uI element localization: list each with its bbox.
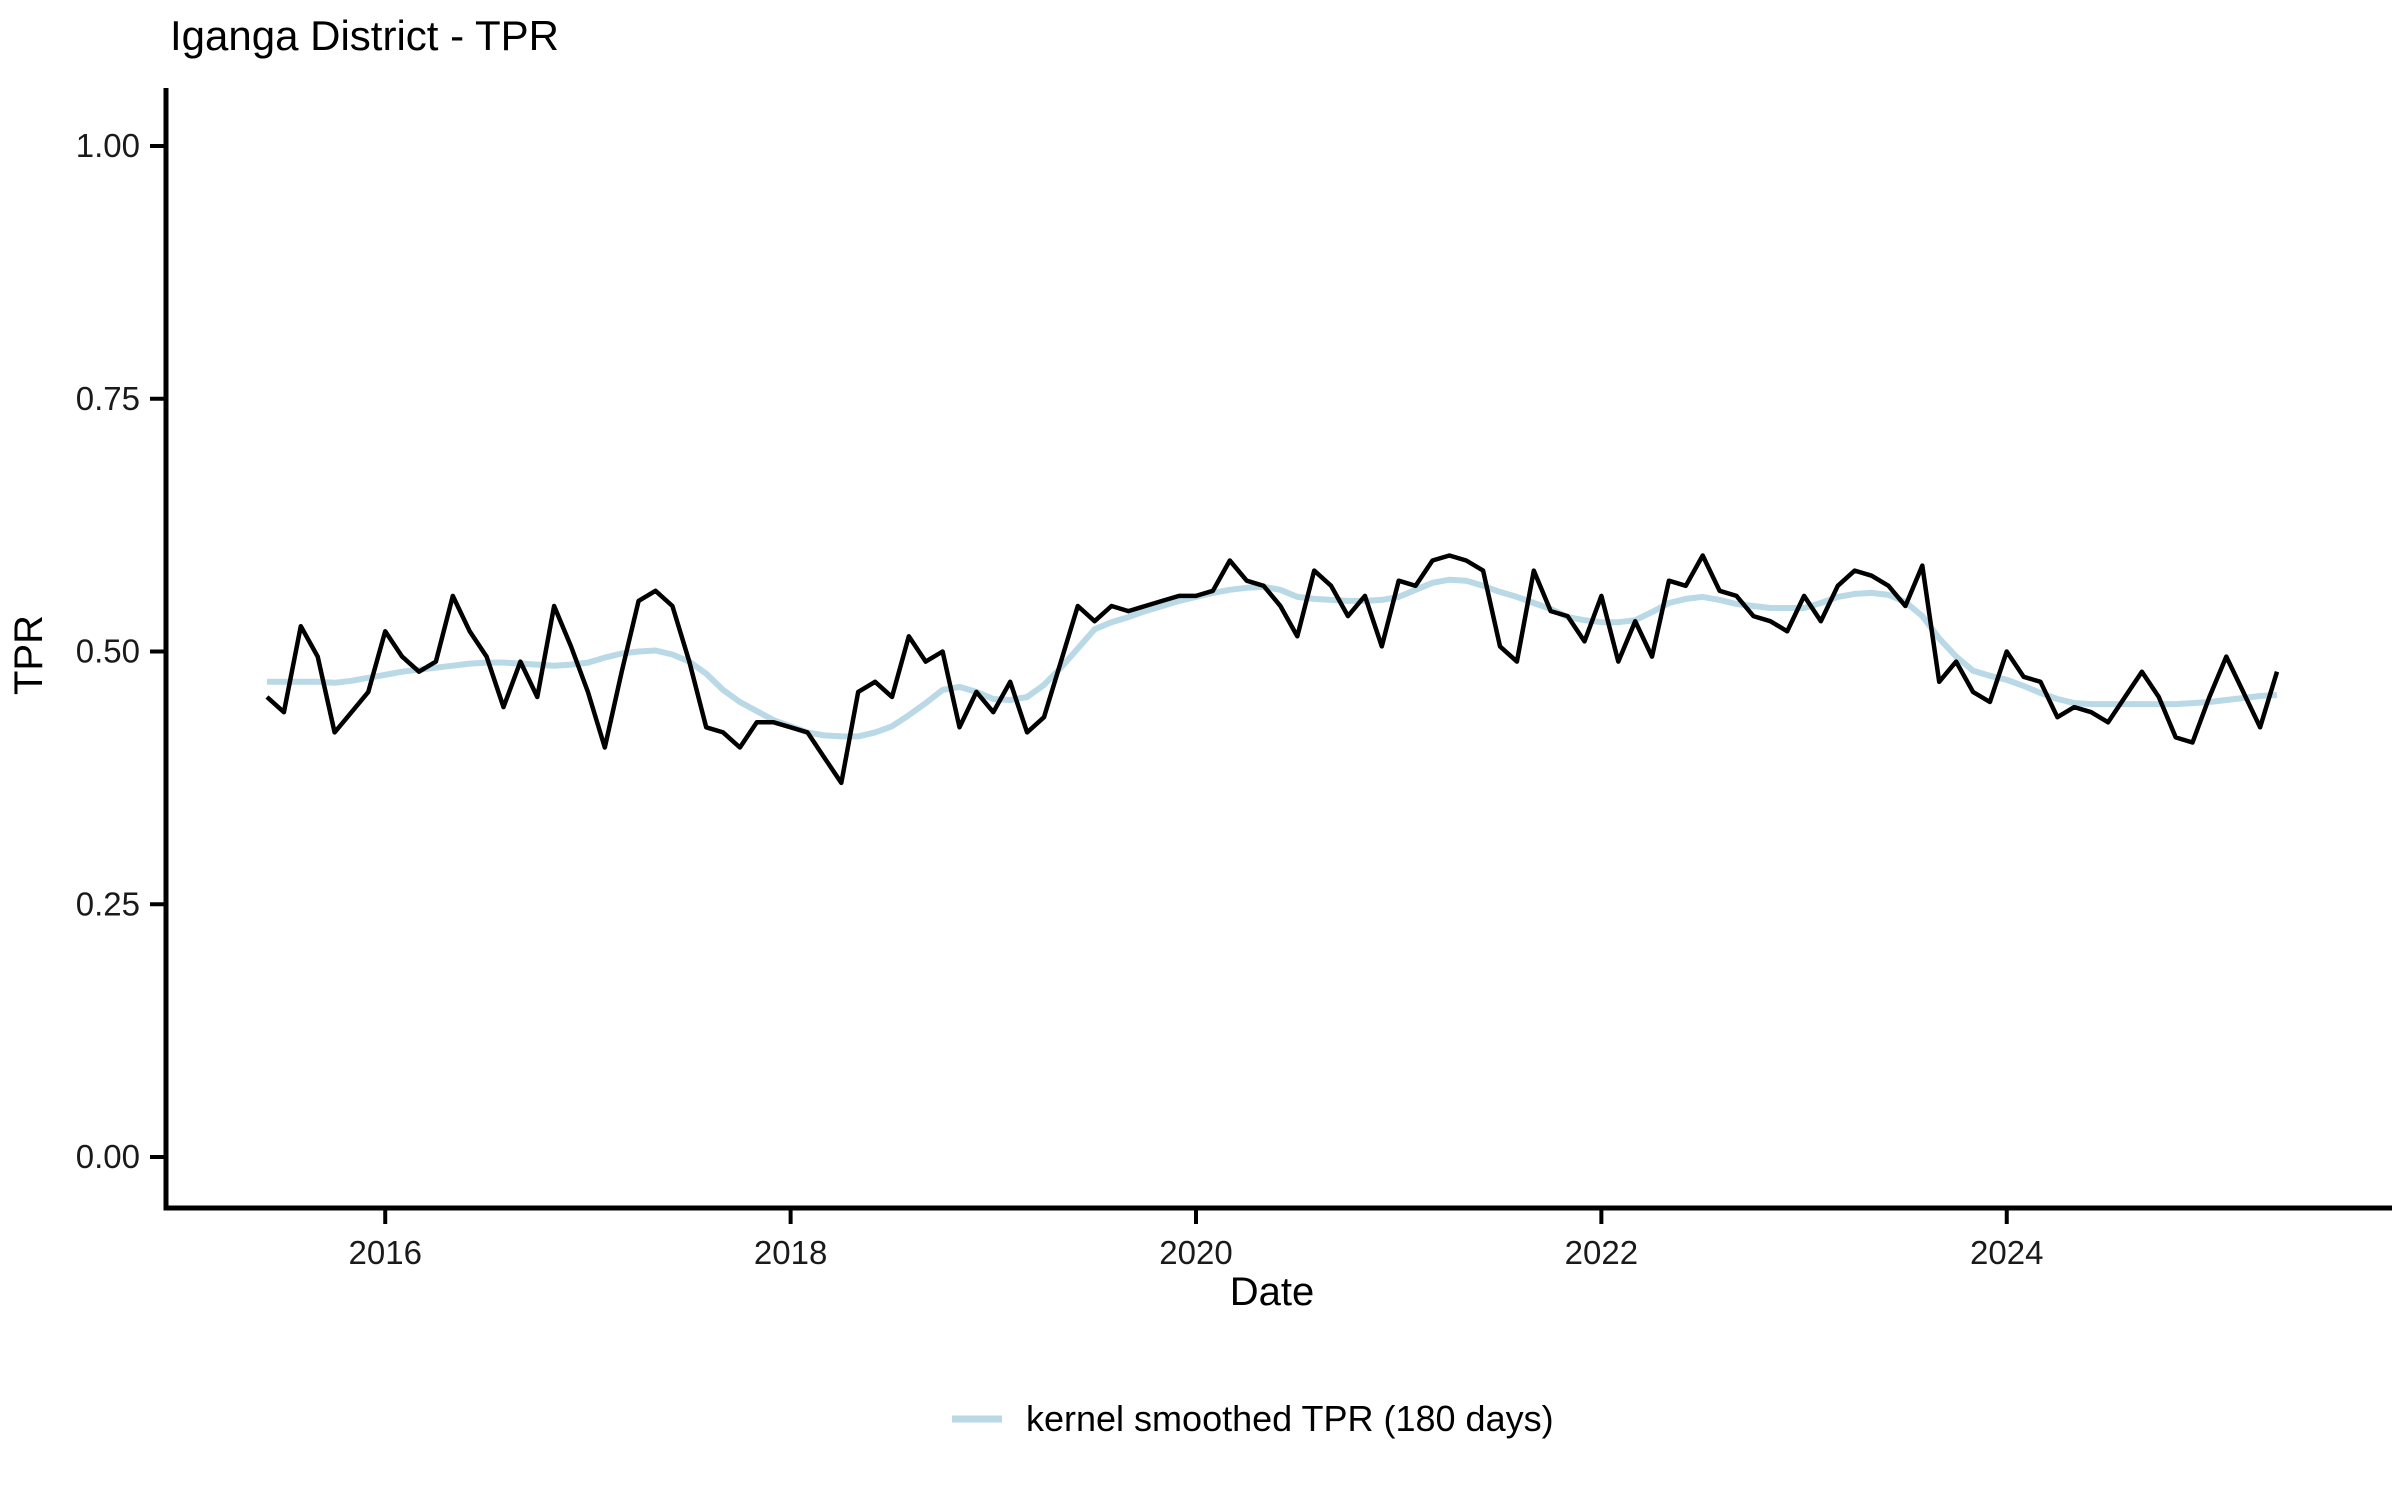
legend-item-label: kernel smoothed TPR (180 days) <box>1026 1398 1554 1439</box>
x-axis-ticks: 2016 2018 2020 2022 2024 <box>349 1208 2043 1271</box>
x-tick-label: 2024 <box>1970 1234 2043 1271</box>
y-tick-label: 0.75 <box>76 380 140 417</box>
y-tick-label: 0.50 <box>76 633 140 670</box>
raw-tpr-line <box>265 553 2280 786</box>
x-tick-label: 2022 <box>1565 1234 1638 1271</box>
legend: kernel smoothed TPR (180 days) <box>952 1398 1554 1439</box>
x-tick-label: 2018 <box>754 1234 827 1271</box>
x-axis-title: Date <box>1230 1270 1315 1314</box>
y-tick-label: 1.00 <box>76 127 140 164</box>
y-tick-label: 0.00 <box>76 1138 140 1175</box>
x-tick-label: 2016 <box>349 1234 422 1271</box>
smoothed-tpr-line <box>267 576 2278 740</box>
chart-title: Iganga District - TPR <box>170 12 559 59</box>
data-series <box>265 553 2280 786</box>
y-tick-label: 0.25 <box>76 885 140 922</box>
y-axis-title: TPR <box>7 615 51 695</box>
y-axis-ticks: 0.00 0.25 0.50 0.75 1.00 <box>76 127 166 1175</box>
x-tick-label: 2020 <box>1159 1234 1232 1271</box>
